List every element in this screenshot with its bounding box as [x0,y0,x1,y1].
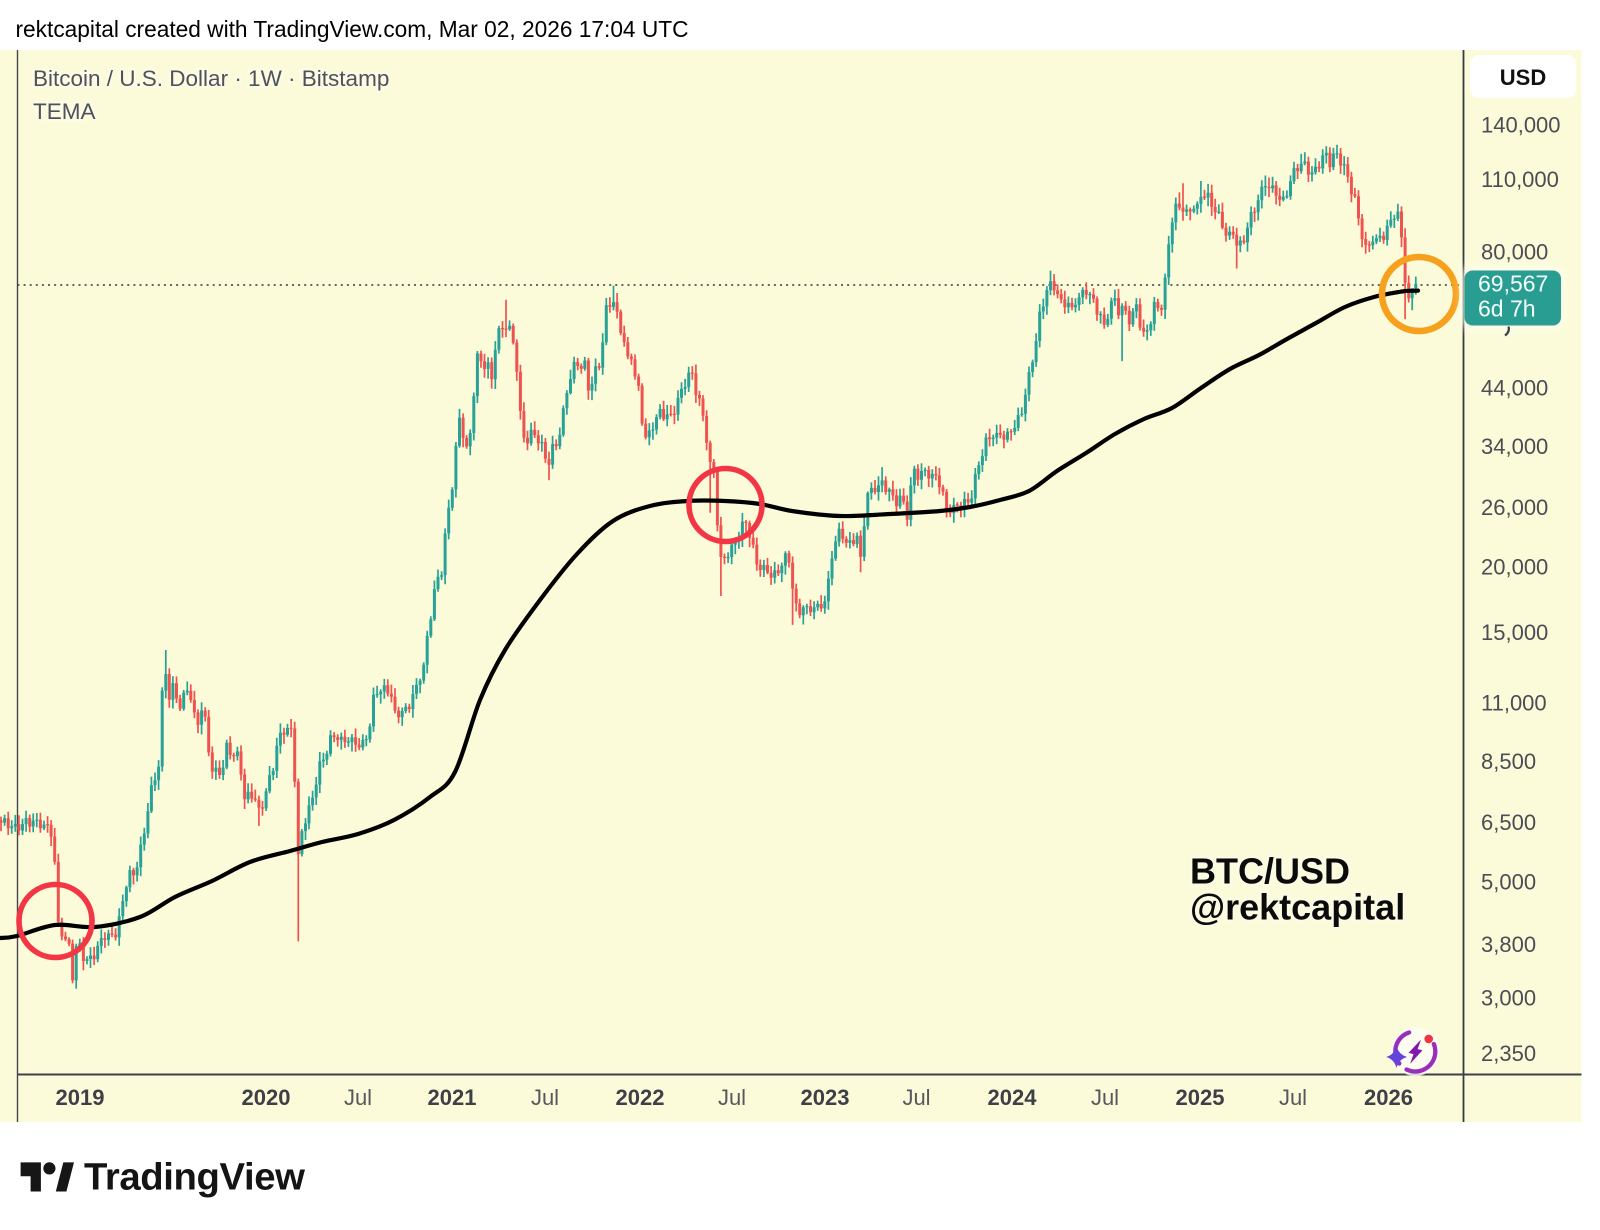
svg-text:2020: 2020 [242,1085,291,1110]
svg-text:Jul: Jul [1279,1085,1307,1110]
svg-text:140,000: 140,000 [1481,112,1561,137]
svg-text:20,000: 20,000 [1481,555,1548,580]
svg-text:6,500: 6,500 [1481,810,1536,835]
svg-text:8,500: 8,500 [1481,749,1536,774]
svg-text:34,000: 34,000 [1481,434,1548,459]
svg-text:Jul: Jul [1091,1085,1119,1110]
svg-text:TradingView: TradingView [84,1156,305,1199]
svg-text:Jul: Jul [902,1085,930,1110]
svg-text:2024: 2024 [988,1085,1038,1110]
svg-text:26,000: 26,000 [1481,495,1548,520]
svg-text:2021: 2021 [428,1085,477,1110]
svg-text:80,000: 80,000 [1481,240,1548,265]
svg-text:15,000: 15,000 [1481,620,1548,645]
svg-text:2,350: 2,350 [1481,1041,1536,1066]
svg-text:BTC/USD: BTC/USD [1190,851,1350,892]
svg-text:Jul: Jul [718,1085,746,1110]
svg-text:2025: 2025 [1176,1085,1225,1110]
svg-text:2019: 2019 [56,1085,105,1110]
svg-text:69,567: 69,567 [1478,271,1548,297]
svg-text:110,000: 110,000 [1481,167,1559,192]
svg-text:5,000: 5,000 [1481,870,1536,895]
svg-text:2022: 2022 [616,1085,665,1110]
svg-text:11,000: 11,000 [1481,690,1547,715]
svg-text:TEMA: TEMA [33,99,96,124]
svg-text:rektcapital created with Tradi: rektcapital created with TradingView.com… [16,16,689,42]
svg-text:3,000: 3,000 [1481,986,1536,1011]
svg-text:6d 7h: 6d 7h [1478,296,1536,322]
svg-text:Bitcoin / U.S. Dollar · 1W · B: Bitcoin / U.S. Dollar · 1W · Bitstamp [33,66,389,91]
svg-text:2026: 2026 [1364,1085,1413,1110]
svg-text:USD: USD [1500,65,1546,90]
svg-text:@rektcapital: @rektcapital [1190,887,1405,928]
svg-text:2023: 2023 [801,1085,850,1110]
svg-text:44,000: 44,000 [1481,375,1548,400]
svg-text:Jul: Jul [531,1085,559,1110]
svg-text:Jul: Jul [344,1085,372,1110]
svg-text:3,800: 3,800 [1481,932,1536,957]
